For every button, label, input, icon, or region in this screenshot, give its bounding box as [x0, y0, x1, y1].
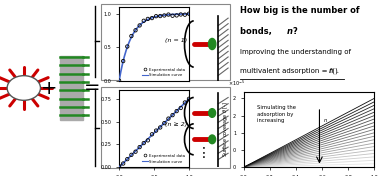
Point [141, 19, 147, 22]
Point [136, 24, 143, 27]
Text: $\times 10^{-5}$: $\times 10^{-5}$ [228, 79, 245, 89]
FancyBboxPatch shape [101, 4, 230, 80]
Point [133, 150, 139, 153]
Text: How big is the number of: How big is the number of [240, 6, 360, 15]
Point [182, 101, 188, 104]
Point [116, 79, 122, 82]
FancyBboxPatch shape [101, 87, 230, 168]
Text: bonds,: bonds, [240, 27, 275, 36]
Circle shape [209, 109, 215, 117]
Text: Improving the understanding of: Improving the understanding of [240, 49, 351, 55]
Point [124, 158, 130, 161]
Legend: Experimental data, Simulation curve: Experimental data, Simulation curve [141, 152, 187, 165]
Text: ⋮: ⋮ [197, 146, 211, 160]
Point [178, 106, 184, 109]
Text: n: n [324, 118, 327, 123]
Point [124, 45, 130, 48]
Bar [60, 56, 84, 120]
Text: ?: ? [293, 27, 297, 36]
Point [186, 97, 192, 100]
Circle shape [209, 135, 215, 144]
Point [149, 133, 155, 136]
Point [116, 165, 122, 167]
Point [129, 35, 135, 37]
Point [161, 14, 167, 17]
Point [169, 114, 175, 117]
Legend: Experimental data, Simulation curve: Experimental data, Simulation curve [141, 66, 187, 79]
Point [153, 129, 159, 132]
Point [166, 13, 172, 16]
Point [161, 122, 167, 124]
Point [149, 17, 155, 20]
Point [174, 14, 180, 17]
Text: ).: ). [334, 68, 339, 74]
Point [136, 146, 143, 149]
Text: multivalent adsorption = f(: multivalent adsorption = f( [240, 68, 335, 74]
Text: n: n [287, 27, 293, 36]
Point [169, 14, 175, 17]
Y-axis label: Surface coverage $\theta$ [-]: Surface coverage $\theta$ [-] [221, 101, 230, 157]
Text: +: + [40, 78, 57, 98]
Circle shape [208, 38, 216, 50]
Point [174, 110, 180, 112]
Point [166, 117, 172, 120]
Point [141, 142, 147, 144]
Point [145, 18, 151, 20]
Text: (n = 1): (n = 1) [165, 38, 187, 43]
Point [157, 126, 163, 129]
Point [120, 60, 126, 62]
Point [182, 13, 188, 16]
Text: Simulating the
adsorption by
increasing: Simulating the adsorption by increasing [257, 105, 296, 123]
Text: n: n [328, 68, 333, 74]
Point [153, 15, 159, 18]
Circle shape [7, 76, 40, 100]
Point [120, 162, 126, 165]
Point [157, 15, 163, 17]
Point [178, 13, 184, 16]
Circle shape [7, 76, 40, 100]
Point [133, 29, 139, 32]
Point [129, 153, 135, 156]
Text: =: = [84, 78, 100, 98]
Text: (n ≥ 2): (n ≥ 2) [165, 122, 187, 127]
Point [186, 12, 192, 15]
Point [145, 139, 151, 142]
